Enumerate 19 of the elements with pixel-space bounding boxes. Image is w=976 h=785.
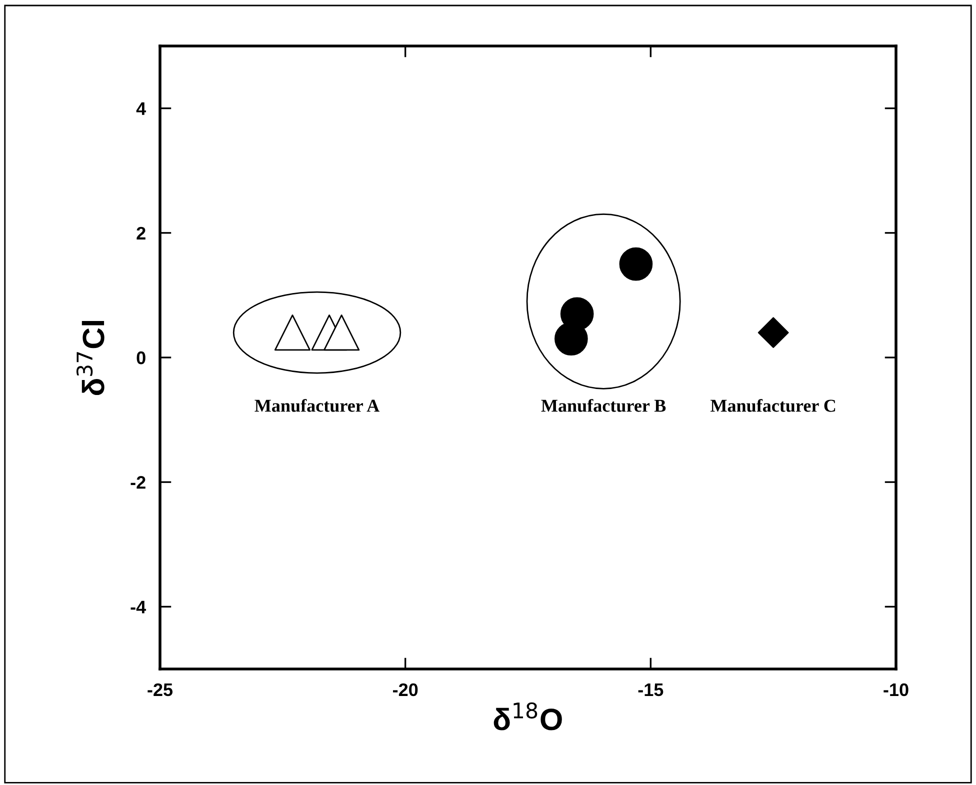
y-tick-label: -4 xyxy=(130,600,146,614)
y-tick-label: 0 xyxy=(136,351,146,364)
y-tick-label: -2 xyxy=(130,476,146,489)
x-tick-label: -25 xyxy=(148,683,173,696)
point xyxy=(554,322,588,356)
x-tick-label: -10 xyxy=(884,683,908,696)
point xyxy=(274,314,311,351)
x-axis-title: δ$^{18}$O xyxy=(494,702,562,730)
x-tick-label: -20 xyxy=(392,683,418,696)
annotation: Manufacturer B xyxy=(541,398,666,412)
point xyxy=(758,317,789,348)
annotation: Manufacturer A xyxy=(254,398,380,412)
y-tick-label: 4 xyxy=(136,102,146,115)
annotation: Manufacturer C xyxy=(710,398,836,412)
point xyxy=(323,314,360,351)
x-tick-label: -15 xyxy=(638,684,664,696)
y-axis-title: δ$^{37}$Cl xyxy=(76,321,104,396)
y-tick-label: 2 xyxy=(136,226,146,240)
point xyxy=(619,247,653,281)
